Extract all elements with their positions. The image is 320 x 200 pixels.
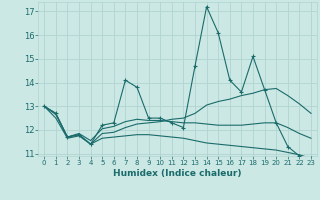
X-axis label: Humidex (Indice chaleur): Humidex (Indice chaleur) — [113, 169, 242, 178]
